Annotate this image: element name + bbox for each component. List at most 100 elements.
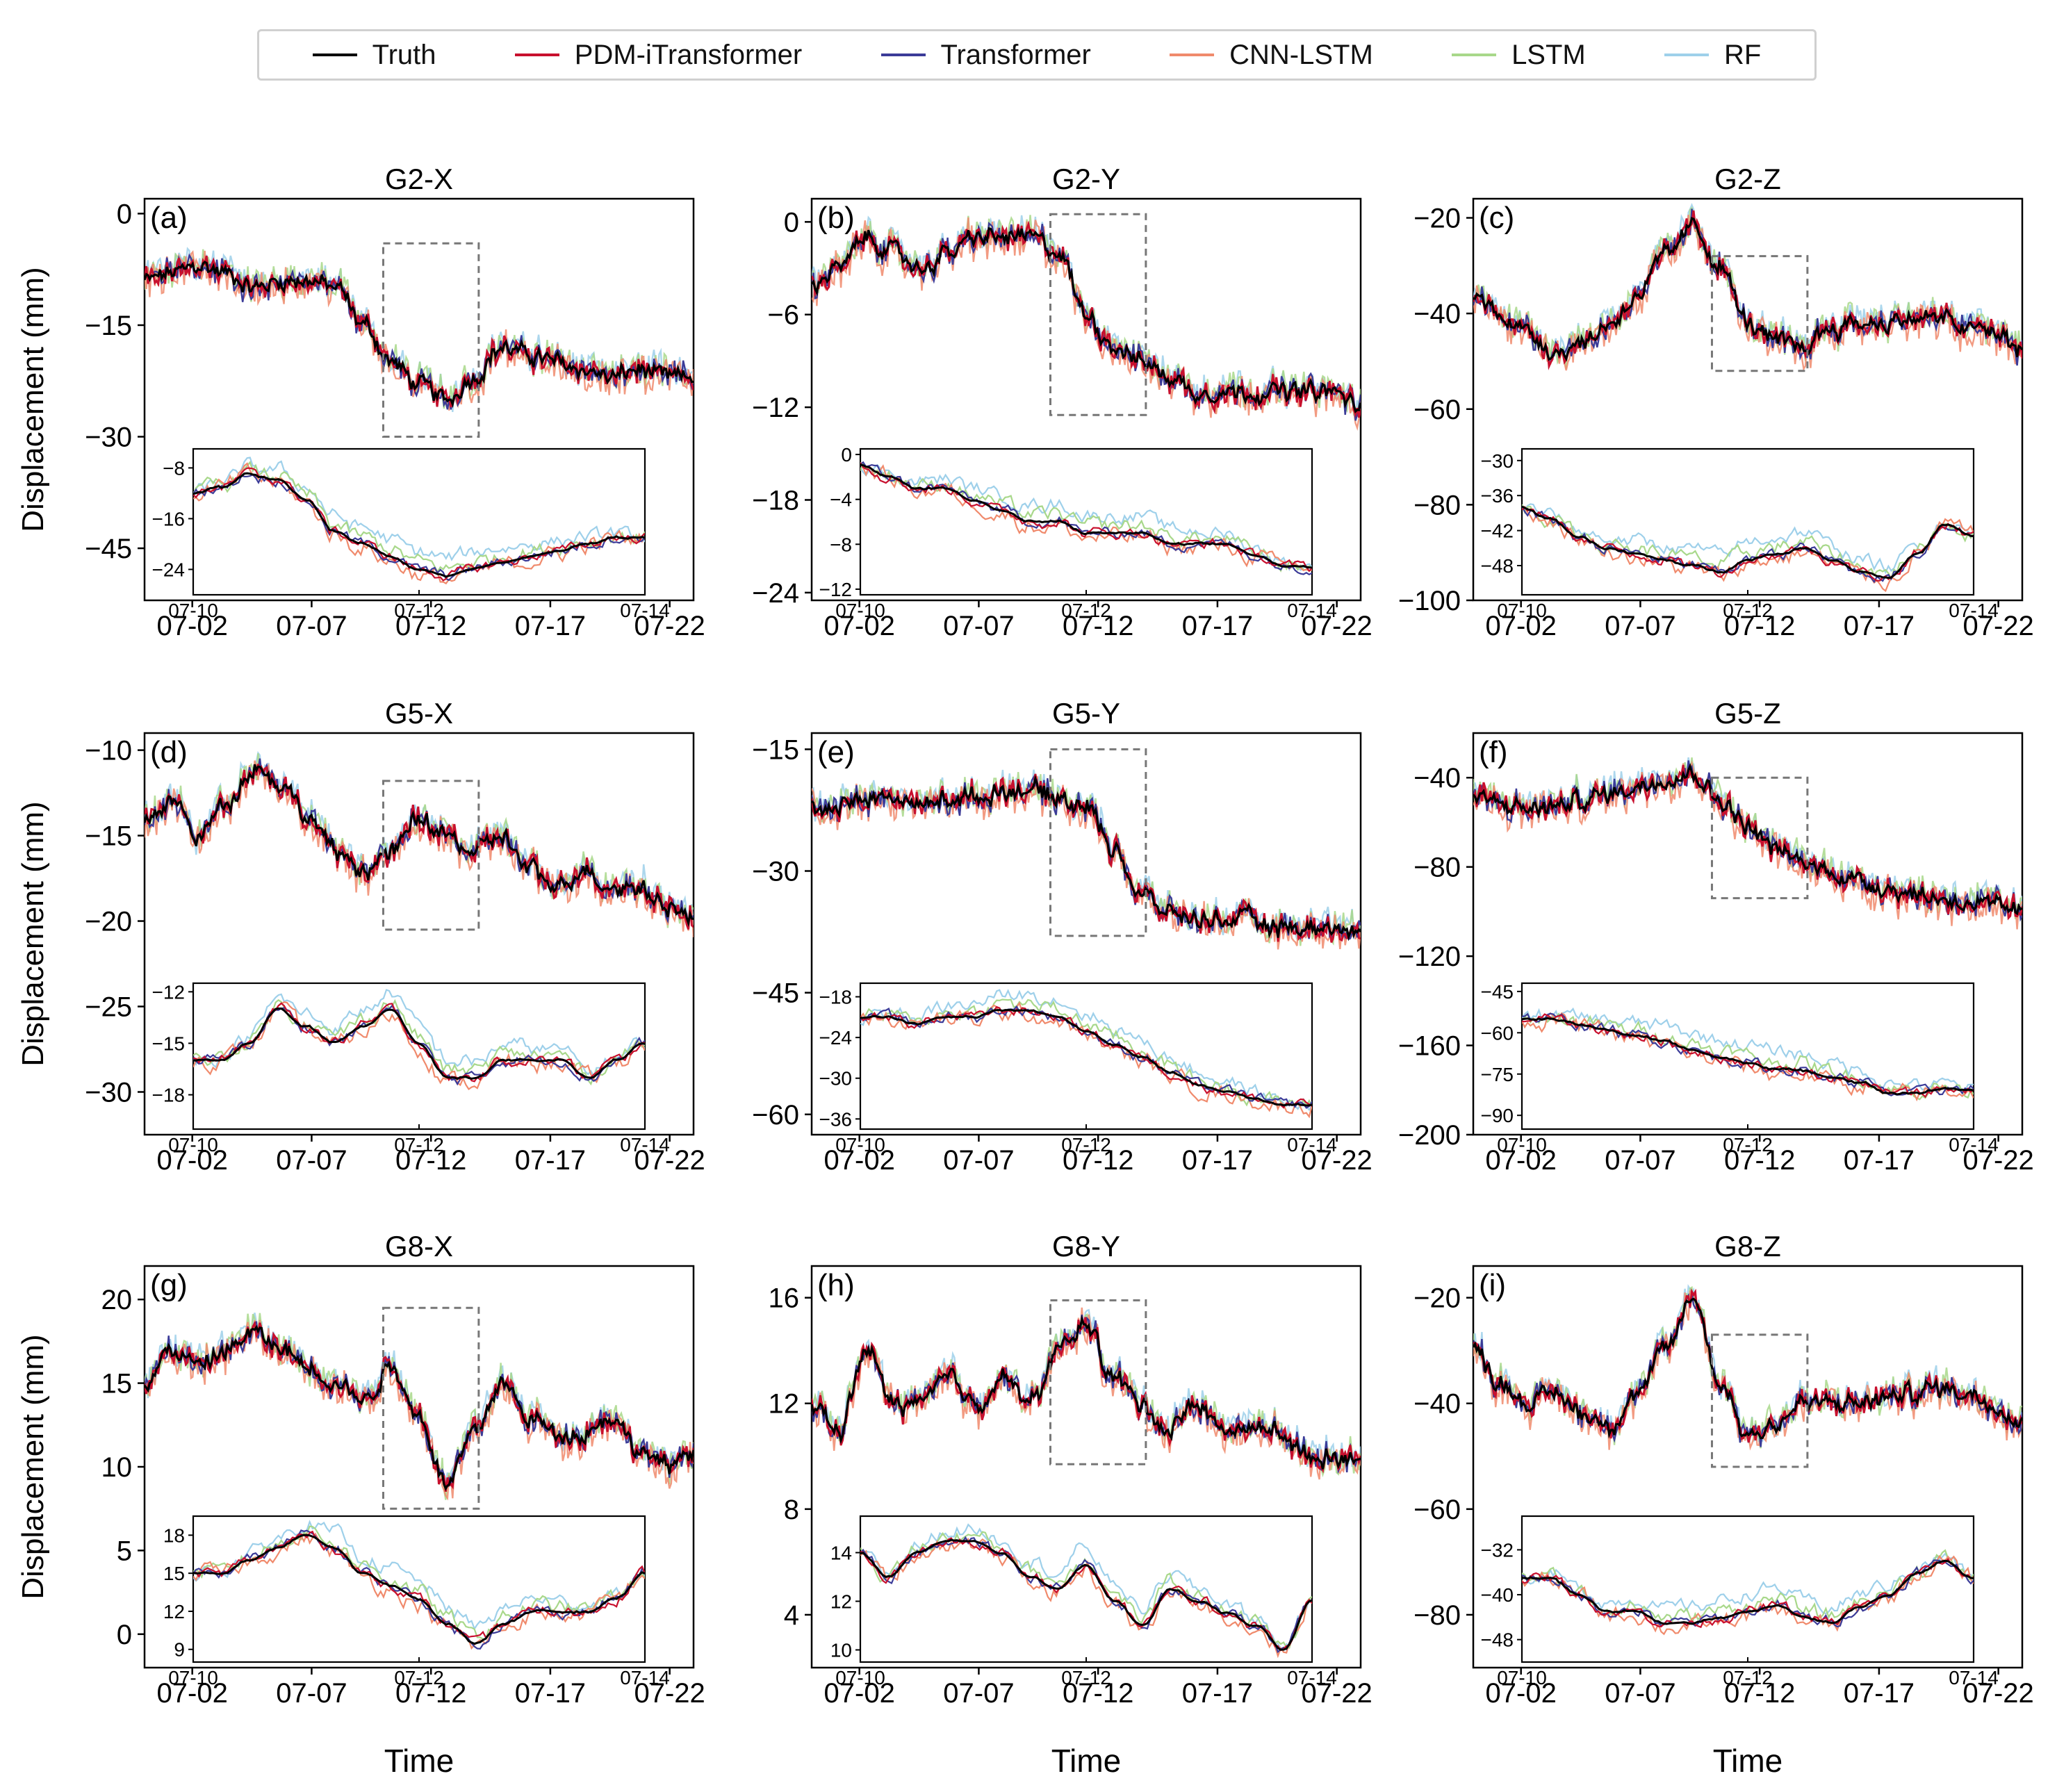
y-tick-label-g2-z-2: −60 xyxy=(1413,395,1461,425)
x-tick-label-g2-y-2: 07-12 xyxy=(1063,611,1133,641)
inset-y-tick-label-g5-y-2: −30 xyxy=(819,1068,853,1090)
panel-letter-g2-z: (c) xyxy=(1479,201,1514,235)
y-tick-label-g8-y-1: 8 xyxy=(784,1495,799,1525)
y-tick-label-g5-x-2: −20 xyxy=(85,907,132,937)
x-tick-label-g8-x-0: 07-02 xyxy=(157,1678,228,1709)
inset-y-tick-label-g5-z-1: −60 xyxy=(1481,1022,1514,1044)
plot-frame-g2-z xyxy=(1472,197,2024,602)
inset-y-tick-label-g2-z-3: −48 xyxy=(1481,555,1514,577)
legend: Truth PDM-iTransformer Transformer CNN-L… xyxy=(257,29,1817,81)
panel-g5-y: G5-Y (e) −15 −30 −45 −60 07-02 07-07 07-12 07-17 0… xyxy=(752,697,1372,1176)
legend-swatch-truth xyxy=(312,54,357,56)
inset-x-tick-label-g8-y-0: 07-10 xyxy=(835,1667,885,1688)
y-tick-label-g8-z-1: −40 xyxy=(1413,1389,1461,1420)
y-tick-label-g8-z-3: −80 xyxy=(1413,1600,1461,1631)
y-tick-label-g5-y-0: −15 xyxy=(752,734,799,765)
x-tick-label-g2-x-0: 07-02 xyxy=(157,611,228,641)
plot-frame-g5-z xyxy=(1472,732,2024,1136)
y-tick-label-g2-x-2: −30 xyxy=(85,422,132,453)
inset-series-truth-g8-z xyxy=(1522,1559,1974,1625)
inset-series-rf-g2-y xyxy=(860,463,1312,571)
legend-label-transformer: Transformer xyxy=(940,39,1091,70)
x-tick-label-g8-x-3: 07-17 xyxy=(515,1678,586,1709)
legend-swatch-cnn-lstm xyxy=(1170,54,1215,56)
inset-y-tick-label-g2-y-2: −8 xyxy=(830,534,852,555)
legend-label-truth: Truth xyxy=(372,39,436,70)
panel-letter-g5-y: (e) xyxy=(817,735,855,769)
x-tick-label-g8-y-0: 07-02 xyxy=(824,1678,895,1709)
series-truth-g8-z xyxy=(1473,1297,2022,1440)
legend-item-pdm-itransformer: PDM-iTransformer xyxy=(514,40,802,71)
y-tick-label-g2-y-0: 0 xyxy=(784,207,799,238)
inset-g5-z: −45 −60 −75 −90 07-10 07-12 07-14 xyxy=(1481,981,1999,1156)
inset-x-tick-label-g8-x-2: 07-14 xyxy=(620,1667,670,1688)
inset-series-rf-g2-z xyxy=(1522,503,1974,575)
inset-series-cnn-lstm-g2-y xyxy=(860,461,1312,572)
inset-x-tick-label-g8-y-1: 07-12 xyxy=(1061,1667,1111,1688)
panel-letter-g8-x: (g) xyxy=(150,1268,188,1302)
y-tick-label-g2-y-4: −24 xyxy=(752,578,799,609)
panel-title-g8-y: G8-Y xyxy=(1052,1230,1120,1263)
inset-g8-x: 9 12 15 18 07-10 07-12 07-14 xyxy=(163,1515,670,1688)
y-tick-label-g8-y-0: 4 xyxy=(784,1600,799,1631)
legend-swatch-lstm xyxy=(1452,54,1497,56)
series-transformer-g8-z xyxy=(1473,1292,2022,1447)
y-tick-label-g2-y-3: −18 xyxy=(752,486,799,516)
inset-series-truth-g2-z xyxy=(1522,505,1974,579)
series-truth-g2-z xyxy=(1473,217,2022,362)
series-transformer-g2-z xyxy=(1473,208,2022,366)
y-tick-label-g8-x-2: 10 xyxy=(101,1452,133,1483)
series-truth-g5-z xyxy=(1473,763,2022,916)
inset-g5-y: −18 −24 −30 −36 07-10 07-12 07-14 xyxy=(819,982,1337,1156)
inset-series-truth-g5-x xyxy=(193,1008,645,1080)
panel-title-g8-z: G8-Z xyxy=(1714,1230,1781,1263)
zoom-box-g2-x xyxy=(382,242,480,438)
zoom-box-g5-z xyxy=(1710,776,1809,900)
inset-g8-y: 10 12 14 07-10 07-12 07-14 xyxy=(830,1515,1337,1688)
inset-y-tick-label-g5-x-0: −12 xyxy=(152,981,186,1003)
inset-x-tick-label-g8-z-1: 07-12 xyxy=(1723,1667,1773,1688)
inset-y-tick-label-g5-z-0: −45 xyxy=(1481,981,1514,1003)
inset-series-truth-g2-y xyxy=(860,463,1312,569)
y-axis-label-row-1: Displacement (mm) xyxy=(16,267,50,532)
inset-series-rf-g5-y xyxy=(860,989,1312,1112)
x-tick-label-g5-y-0: 07-02 xyxy=(824,1145,895,1176)
inset-y-tick-label-g5-z-3: −90 xyxy=(1481,1105,1514,1126)
x-tick-label-g2-z-0: 07-02 xyxy=(1486,611,1557,641)
x-tick-label-g5-x-1: 07-07 xyxy=(276,1145,347,1176)
panel-letter-g2-x: (a) xyxy=(150,201,188,235)
inset-y-tick-label-g5-x-1: −15 xyxy=(152,1033,186,1054)
inset-x-tick-label-g8-z-0: 07-10 xyxy=(1497,1667,1547,1688)
inset-y-tick-label-g5-y-1: −24 xyxy=(819,1027,853,1049)
inset-series-lstm-g8-x xyxy=(193,1525,645,1640)
inset-series-truth-g8-x xyxy=(193,1534,645,1645)
inset-series-truth-g2-x xyxy=(193,472,645,578)
series-truth-g8-x xyxy=(145,1324,694,1491)
inset-x-tick-label-g2-z-2: 07-14 xyxy=(1949,600,1999,621)
y-tick-label-g8-z-0: −20 xyxy=(1413,1283,1461,1314)
series-pdm-itransformer-g5-z xyxy=(1473,764,2022,921)
y-tick-label-g8-x-3: 15 xyxy=(101,1369,133,1399)
series-pdm-itransformer-g8-z xyxy=(1473,1288,2022,1443)
zoom-box-g2-z xyxy=(1710,255,1809,372)
panel-g2-x: G2-X (a) 0 −15 −30 −45 07-02 07-07 07-12 07-17 07-… xyxy=(85,163,705,641)
y-tick-label-g5-z-1: −80 xyxy=(1413,853,1461,883)
series-lstm-g8-y xyxy=(812,1313,1361,1478)
inset-y-tick-label-g2-y-1: −4 xyxy=(830,489,852,511)
y-tick-label-g2-x-1: −15 xyxy=(85,311,132,341)
series-truth-g5-x xyxy=(145,764,694,928)
x-tick-label-g5-z-0: 07-02 xyxy=(1486,1145,1557,1176)
x-tick-label-g5-z-3: 07-17 xyxy=(1844,1145,1915,1176)
x-tick-label-g2-y-4: 07-22 xyxy=(1301,611,1372,641)
inset-g5-x: −12 −15 −18 07-10 07-12 07-14 xyxy=(152,981,670,1156)
x-tick-label-g2-x-3: 07-17 xyxy=(515,611,586,641)
panel-letter-g8-y: (h) xyxy=(817,1268,855,1302)
y-tick-label-g2-z-1: −40 xyxy=(1413,299,1461,329)
inset-x-tick-label-g5-z-1: 07-12 xyxy=(1723,1134,1773,1156)
panel-letter-g8-z: (i) xyxy=(1479,1268,1506,1302)
series-lstm-g8-z xyxy=(1473,1285,2022,1449)
series-truth-g8-y xyxy=(812,1315,1361,1470)
